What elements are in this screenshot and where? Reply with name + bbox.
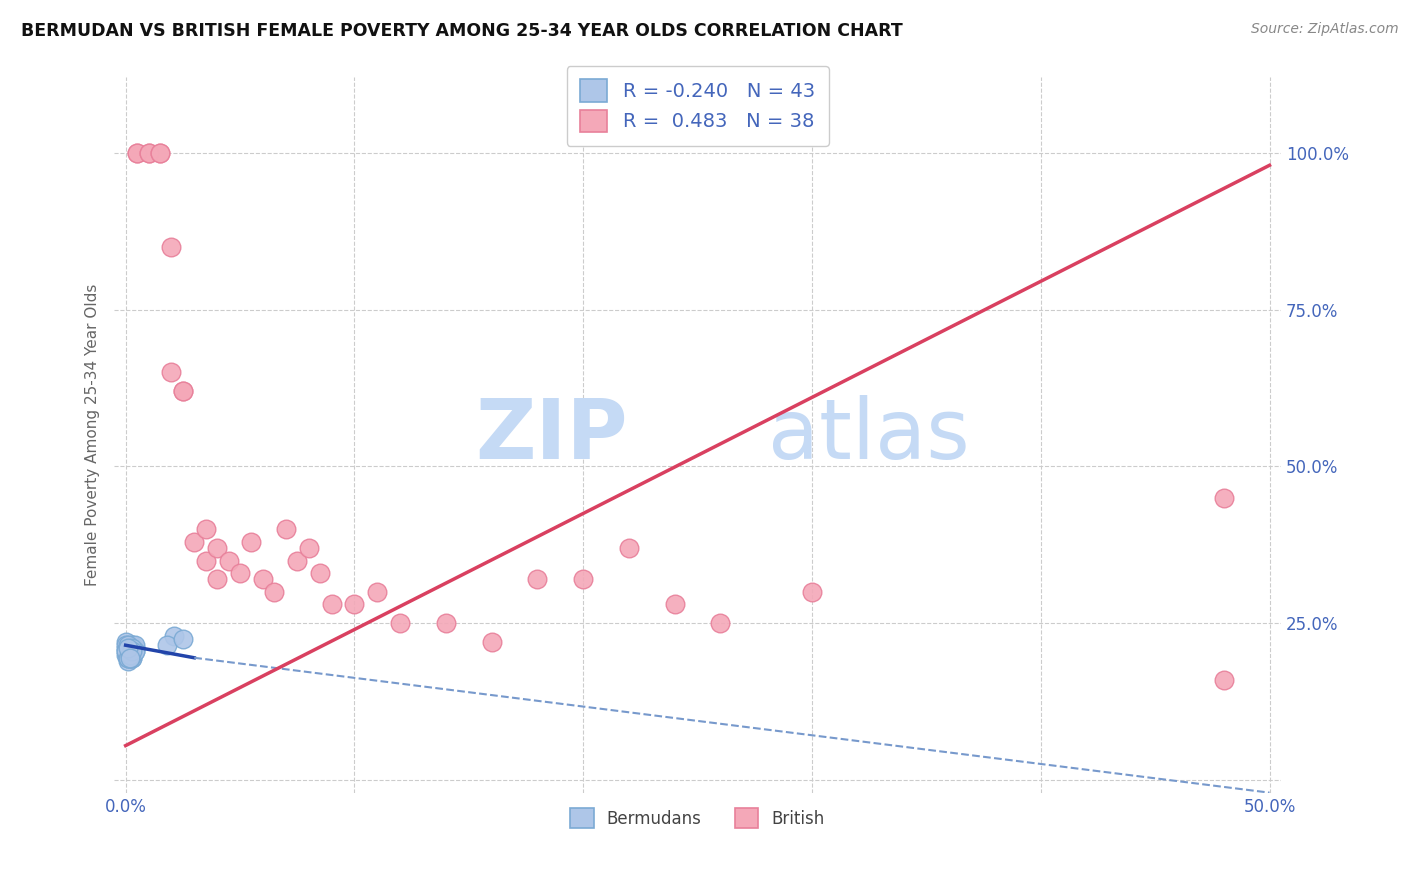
Point: [117, 638, 139, 652]
Point: [120, 650, 142, 665]
Point: [526, 572, 548, 586]
Point: [124, 638, 146, 652]
Point: [120, 650, 142, 665]
Point: [120, 648, 142, 662]
Point: [117, 654, 139, 668]
Point: [194, 522, 217, 536]
Point: [120, 648, 142, 662]
Point: [121, 638, 143, 652]
Point: [117, 641, 139, 656]
Point: [298, 541, 321, 555]
Point: [800, 585, 823, 599]
Point: [114, 638, 136, 652]
Point: [121, 644, 143, 658]
Point: [124, 644, 146, 658]
Point: [124, 644, 146, 658]
Point: [218, 553, 240, 567]
Point: [172, 384, 194, 398]
Point: [114, 644, 136, 658]
Point: [163, 629, 186, 643]
Point: [1212, 491, 1234, 505]
Point: [117, 644, 139, 658]
Point: [160, 365, 183, 379]
Point: [664, 598, 686, 612]
Point: [114, 644, 136, 658]
Point: [117, 638, 139, 652]
Point: [121, 641, 143, 656]
Point: [121, 650, 143, 665]
Point: [434, 616, 457, 631]
Point: [121, 648, 143, 662]
Point: [263, 585, 285, 599]
Point: [1212, 673, 1234, 687]
Point: [114, 641, 136, 656]
Point: [343, 598, 366, 612]
Point: [121, 650, 143, 665]
Point: [117, 641, 139, 656]
Point: [240, 534, 263, 549]
Point: [366, 585, 388, 599]
Point: [120, 648, 142, 662]
Point: [121, 641, 143, 656]
Point: [572, 572, 595, 586]
Point: [120, 650, 142, 665]
Point: [274, 522, 297, 536]
Point: [229, 566, 252, 580]
Point: [389, 616, 412, 631]
Point: [252, 572, 274, 586]
Point: [117, 641, 139, 656]
Point: [172, 632, 194, 646]
Point: [138, 145, 160, 160]
Point: [321, 598, 343, 612]
Text: ZIP: ZIP: [475, 394, 627, 475]
Point: [120, 648, 142, 662]
Point: [117, 650, 139, 665]
Point: [617, 541, 640, 555]
Point: [205, 541, 228, 555]
Point: [160, 240, 183, 254]
Point: [125, 145, 148, 160]
Point: [172, 384, 194, 398]
Point: [156, 638, 179, 652]
Point: [194, 553, 217, 567]
Point: [285, 553, 308, 567]
Point: [121, 638, 143, 652]
Point: [120, 650, 142, 665]
Y-axis label: Female Poverty Among 25-34 Year Olds: Female Poverty Among 25-34 Year Olds: [86, 284, 100, 586]
Point: [117, 650, 139, 665]
Point: [124, 641, 146, 656]
Point: [120, 648, 142, 662]
Point: [120, 644, 142, 658]
Text: BERMUDAN VS BRITISH FEMALE POVERTY AMONG 25-34 YEAR OLDS CORRELATION CHART: BERMUDAN VS BRITISH FEMALE POVERTY AMONG…: [21, 22, 903, 40]
Point: [309, 566, 332, 580]
Legend: Bermudans, British: Bermudans, British: [564, 802, 831, 834]
Point: [149, 145, 172, 160]
Point: [709, 616, 731, 631]
Point: [205, 572, 228, 586]
Point: [183, 534, 205, 549]
Point: [114, 648, 136, 662]
Text: Source: ZipAtlas.com: Source: ZipAtlas.com: [1251, 22, 1399, 37]
Point: [114, 635, 136, 649]
Point: [138, 145, 160, 160]
Point: [149, 145, 172, 160]
Point: [120, 648, 142, 662]
Point: [125, 145, 148, 160]
Point: [481, 635, 503, 649]
Point: [121, 644, 143, 658]
Point: [117, 650, 139, 665]
Text: atlas: atlas: [768, 394, 969, 475]
